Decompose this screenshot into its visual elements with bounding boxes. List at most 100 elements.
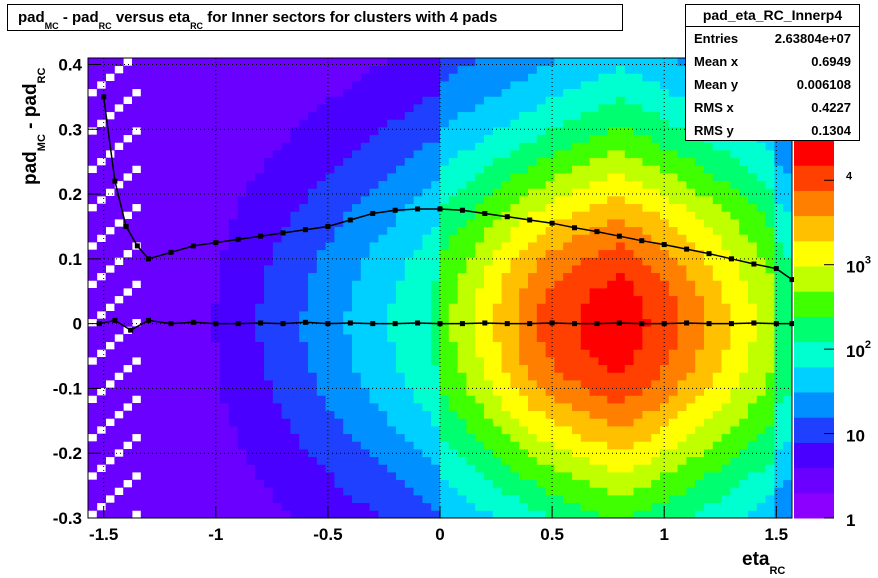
x-tick-label: -1 (208, 525, 223, 544)
heatmap-cell (299, 303, 309, 312)
heatmap-cell (202, 456, 212, 465)
heatmap-cell (748, 142, 758, 151)
heatmap-cell (255, 219, 265, 228)
heatmap-cell (202, 234, 212, 243)
heatmap-cell (607, 341, 617, 350)
heatmap-cell (387, 203, 397, 212)
heatmap-cell (536, 73, 546, 82)
heatmap-cell (528, 395, 538, 404)
heatmap-cell (598, 211, 608, 220)
heatmap-cell (624, 173, 634, 182)
heatmap-cell (123, 303, 133, 312)
heatmap-cell (299, 426, 309, 435)
heatmap-cell (756, 150, 766, 159)
heatmap-cell (554, 165, 564, 174)
heatmap-cell (378, 272, 388, 281)
heatmap-cell (580, 395, 590, 404)
heatmap-cell (616, 288, 626, 297)
heatmap-cell (105, 410, 115, 419)
heatmap-cell (193, 257, 203, 266)
heatmap-cell (237, 372, 247, 381)
heatmap-cell (580, 364, 590, 373)
heatmap-cell (457, 226, 467, 235)
heatmap-cell (712, 311, 722, 320)
heatmap-cell (510, 88, 520, 97)
heatmap-cell (272, 188, 282, 197)
heatmap-cell (774, 364, 784, 373)
heatmap-cell (281, 472, 291, 481)
heatmap-cell (114, 234, 124, 243)
heatmap-cell (501, 203, 511, 212)
heatmap-cell (598, 487, 608, 496)
heatmap-cell (228, 433, 238, 442)
heatmap-cell (114, 456, 124, 465)
heatmap-cell (589, 81, 599, 90)
heatmap-cell (387, 211, 397, 220)
heatmap-cell (369, 188, 379, 197)
heatmap-cell (369, 472, 379, 481)
heatmap-cell (457, 311, 467, 320)
heatmap-cell (299, 249, 309, 258)
heatmap-cell (660, 96, 670, 105)
heatmap-cell (774, 157, 784, 166)
stats-value: 2.63804e+07 (774, 31, 851, 46)
heatmap-cell (167, 196, 177, 205)
heatmap-cell (149, 111, 159, 120)
heatmap-cell (325, 157, 335, 166)
heatmap-cell (598, 173, 608, 182)
heatmap-cell (712, 165, 722, 174)
heatmap-cell (704, 242, 714, 251)
heatmap-cell (255, 433, 265, 442)
heatmap-cell (264, 295, 274, 304)
heatmap-cell (167, 96, 177, 105)
heatmap-cell (492, 272, 502, 281)
heatmap-cell (642, 196, 652, 205)
heatmap-cell (255, 464, 265, 473)
heatmap-cell (536, 426, 546, 435)
heatmap-cell (114, 364, 124, 373)
heatmap-cell (360, 303, 370, 312)
heatmap-cell (730, 157, 740, 166)
heatmap-cell (246, 234, 256, 243)
heatmap-cell (519, 150, 529, 159)
heatmap-cell (290, 257, 300, 266)
heatmap-cell (281, 157, 291, 166)
heatmap-cell (695, 142, 705, 151)
heatmap-cell (387, 502, 397, 511)
heatmap-cell (316, 280, 326, 289)
heatmap-cell (132, 249, 142, 258)
heatmap-cell (545, 157, 555, 166)
heatmap-cell (114, 134, 124, 143)
heatmap-cell (721, 349, 731, 358)
heatmap-cell (528, 134, 538, 143)
heatmap-cell (492, 65, 502, 74)
heatmap-cell (536, 58, 546, 67)
heatmap-cell (677, 196, 687, 205)
heatmap-cell (281, 211, 291, 220)
heatmap-cell (211, 288, 221, 297)
heatmap-cell (281, 326, 291, 335)
heatmap-cell (193, 119, 203, 128)
heatmap-cell (642, 157, 652, 166)
heatmap-cell (545, 203, 555, 212)
heatmap-cell (739, 502, 749, 511)
heatmap-cell (598, 157, 608, 166)
heatmap-cell (598, 272, 608, 281)
y-axis-label-sub2: RC (36, 67, 48, 83)
heatmap-cell (633, 372, 643, 381)
heatmap-cell (457, 219, 467, 228)
heatmap-cell (325, 418, 335, 427)
heatmap-cell (484, 334, 494, 343)
heatmap-cell (598, 456, 608, 465)
heatmap-cell (343, 211, 353, 220)
heatmap-cell (281, 380, 291, 389)
heatmap-cell (765, 234, 775, 243)
heatmap-cell (484, 403, 494, 412)
heatmap-cell (246, 487, 256, 496)
heatmap-cell (88, 249, 98, 258)
heatmap-cell (308, 357, 318, 366)
heatmap-cell (783, 288, 793, 297)
heatmap-cell (316, 433, 326, 442)
profile-point-rms (504, 214, 510, 220)
heatmap-cell (184, 249, 194, 258)
